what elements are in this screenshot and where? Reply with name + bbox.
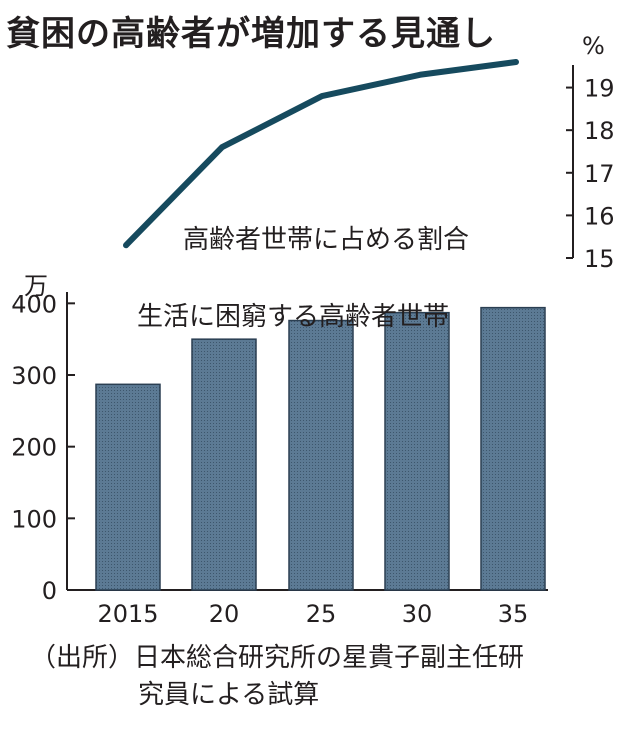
bar-y-tick-label: 0 xyxy=(42,577,57,605)
line-chart: % 15 16 17 18 19 高齢者世帯に占める割合 xyxy=(123,32,615,273)
line-y-unit: % xyxy=(582,32,605,60)
bar xyxy=(191,338,257,591)
line-y-ticks: 15 16 17 18 19 xyxy=(566,75,615,273)
trend-line xyxy=(123,59,519,249)
bar-x-label: 20 xyxy=(209,600,240,628)
bar xyxy=(480,306,546,591)
bar-x-label: 35 xyxy=(498,600,529,628)
bar xyxy=(384,311,450,591)
bar-chart-label: 生活に困窮する高齢者世帯 xyxy=(137,302,449,332)
bar-x-labels: 2015 20 25 30 35 xyxy=(97,600,528,628)
bar-y-tick-label: 100 xyxy=(11,505,57,533)
bar-x-label: 2015 xyxy=(97,600,158,628)
trend-points xyxy=(125,61,517,246)
source-note: （出所）日本総合研究所の星貴子副主任研 究員による試算 xyxy=(30,640,610,714)
bar-x-label: 30 xyxy=(402,600,433,628)
bar-chart: 万 0 100 200 300 400 2015 20 25 30 35 生活に困窮する高齢者世… xyxy=(11,272,548,628)
line-y-tick-label: 16 xyxy=(584,202,615,230)
bar xyxy=(95,383,161,591)
bar-x-label: 25 xyxy=(306,600,337,628)
bar-y-tick-label: 200 xyxy=(11,434,57,462)
source-line-2: 究員による試算 xyxy=(138,680,320,710)
bar-y-unit: 万 xyxy=(24,272,48,300)
bar-y-tick-label: 300 xyxy=(11,362,57,390)
line-chart-label: 高齢者世帯に占める割合 xyxy=(183,225,469,255)
bar-y-ticks: 0 100 200 300 400 xyxy=(11,290,75,605)
source-line-1: （出所）日本総合研究所の星貴子副主任研 xyxy=(30,643,525,673)
line-y-tick-label: 15 xyxy=(584,245,615,273)
line-y-tick-label: 17 xyxy=(584,160,615,188)
bar xyxy=(288,319,354,591)
bars xyxy=(95,306,546,591)
line-y-tick-label: 18 xyxy=(584,117,615,145)
chart-title: 貧困の高齢者が増加する見通し xyxy=(6,14,496,54)
bar-y-tick-label: 400 xyxy=(11,290,57,318)
line-y-tick-label: 19 xyxy=(584,75,615,103)
chart-canvas: % 15 16 17 18 19 高齢者世帯に占める割合 万 0 100 200 300 400… xyxy=(11,32,615,628)
